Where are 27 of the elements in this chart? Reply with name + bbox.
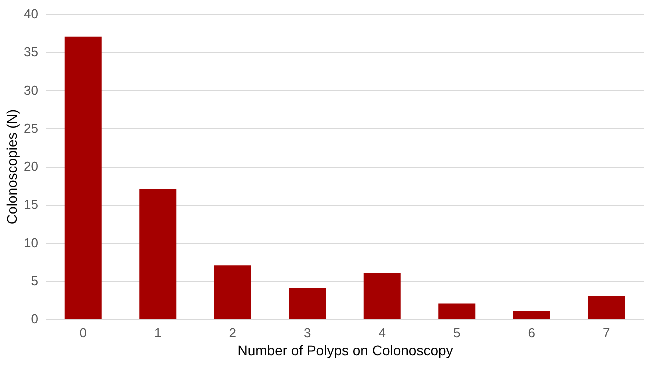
y-tick-label: 30 [24, 82, 38, 98]
bar [438, 304, 476, 319]
x-tick-label: 0 [80, 326, 87, 340]
y-tick-label: 25 [24, 120, 38, 136]
y-tick-label: 40 [24, 6, 38, 22]
bar [513, 311, 550, 319]
y-axis-title: Colonoscopies (N) [4, 109, 20, 225]
x-tick-label: 5 [454, 326, 461, 340]
bar [214, 266, 252, 319]
y-tick-label: 20 [24, 159, 38, 174]
y-tick-label: 5 [31, 273, 38, 288]
y-tick-label: 15 [24, 197, 38, 212]
x-tick-label: 6 [528, 326, 536, 340]
bar [364, 273, 401, 319]
bar [588, 296, 626, 319]
x-tick-label: 4 [378, 326, 386, 340]
x-tick-label: 2 [229, 326, 236, 340]
x-tick-label: 1 [154, 326, 162, 340]
bar [289, 288, 326, 319]
bar [64, 36, 102, 319]
bar [140, 189, 177, 319]
x-tick-label: 7 [603, 326, 610, 340]
y-tick-label: 35 [24, 44, 38, 60]
y-tick-label: 10 [24, 235, 38, 250]
x-tick-label: 3 [304, 326, 312, 340]
y-tick-label: 0 [31, 312, 38, 326]
x-axis-title: Number of Polyps on Colonoscopy [238, 342, 454, 358]
